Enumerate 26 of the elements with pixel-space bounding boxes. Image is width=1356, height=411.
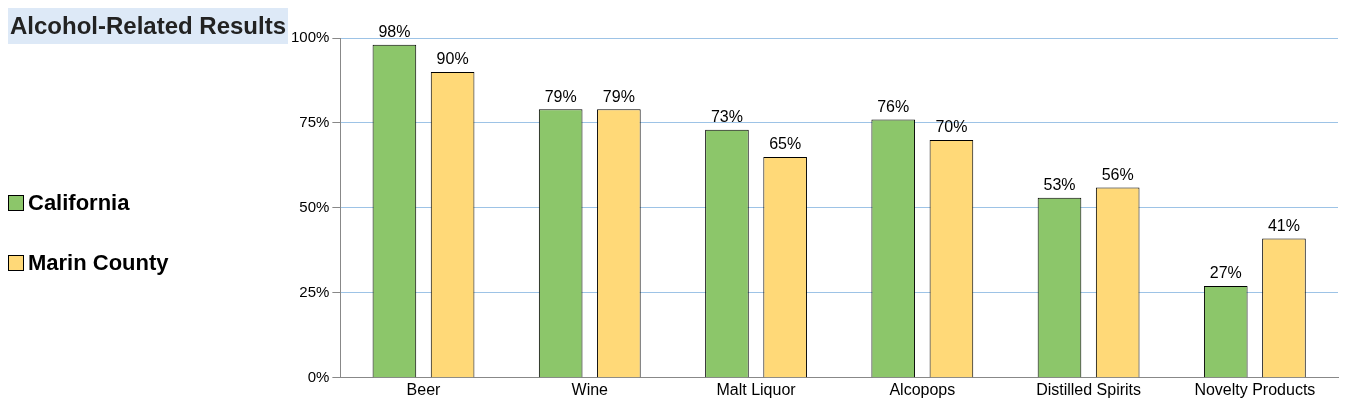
y-tick-label: 50% xyxy=(299,198,330,216)
x-tick-label: Malt Liquor xyxy=(716,380,797,398)
data-label: 79% xyxy=(602,87,635,105)
data-label: 79% xyxy=(544,87,577,105)
y-tick-label: 0% xyxy=(307,367,330,385)
data-label: 70% xyxy=(935,118,968,136)
data-label: 53% xyxy=(1043,176,1076,194)
x-tick-label: Novelty Products xyxy=(1194,380,1316,398)
legend-label: Marin County xyxy=(28,250,169,276)
x-tick-label: Wine xyxy=(571,380,609,398)
data-label: 73% xyxy=(710,108,743,126)
y-tick-label: 25% xyxy=(299,282,330,300)
data-label: 76% xyxy=(877,97,910,115)
x-tick-label: Distilled Spirits xyxy=(1036,380,1142,398)
data-label: 27% xyxy=(1209,264,1242,282)
text: Alcohol-Related Results xyxy=(8,8,288,44)
y-tick-label: 75% xyxy=(299,113,330,131)
x-tick-label: Beer xyxy=(406,380,442,398)
data-label: 98% xyxy=(378,23,411,41)
data-label: 41% xyxy=(1267,216,1300,234)
y-tick-label: 100% xyxy=(290,28,330,46)
data-label: 90% xyxy=(436,50,469,68)
data-label: 56% xyxy=(1101,165,1134,183)
data-label: 65% xyxy=(769,135,802,153)
x-tick-label: Alcopops xyxy=(889,380,956,398)
legend-label: California xyxy=(28,190,130,216)
